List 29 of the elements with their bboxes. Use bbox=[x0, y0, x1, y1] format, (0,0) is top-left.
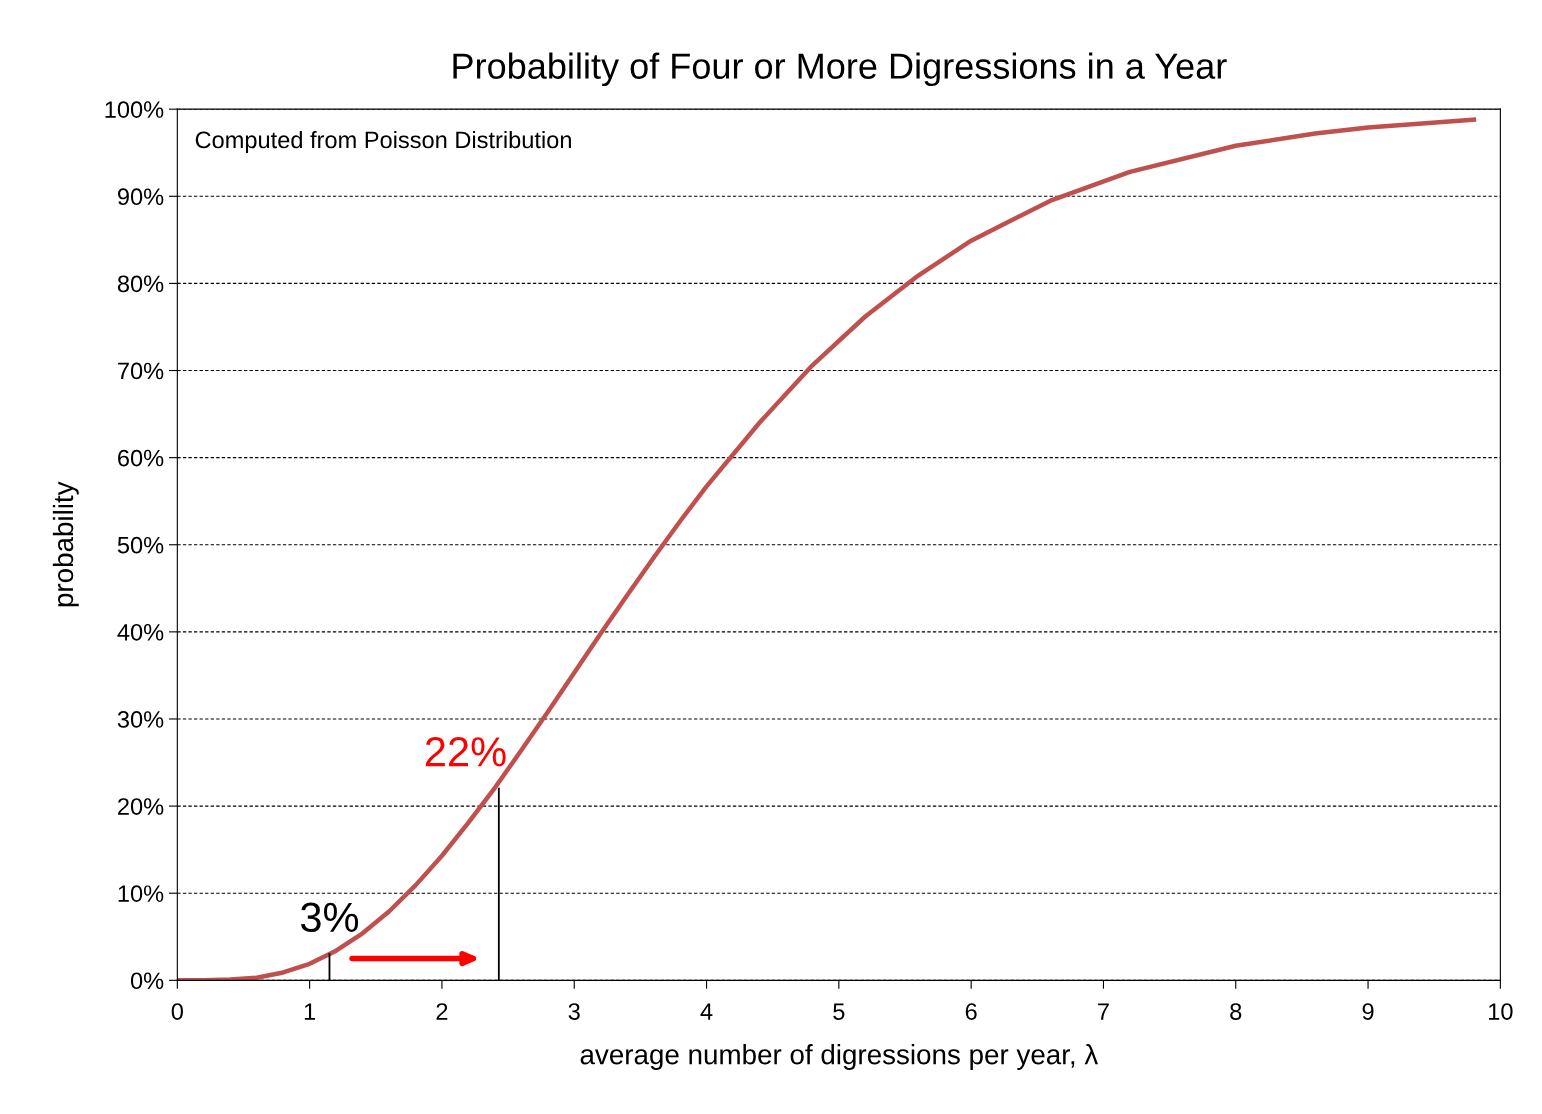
y-tick-label: 100% bbox=[105, 101, 164, 118]
x-tick-label: 1 bbox=[304, 1003, 316, 1020]
line-series bbox=[177, 117, 1477, 981]
x-tick-label: 3 bbox=[568, 1003, 580, 1020]
y-tick-label: 20% bbox=[118, 798, 164, 815]
y-tick-label: 10% bbox=[118, 885, 164, 902]
y-tick-label: 90% bbox=[117, 188, 164, 206]
x-tick-label: 0 bbox=[171, 1003, 183, 1020]
x-tick-label: 6 bbox=[965, 1003, 977, 1020]
x-tick-label: 8 bbox=[1230, 1003, 1242, 1020]
x-tick-label: 2 bbox=[436, 1003, 448, 1020]
annotation: 3% bbox=[300, 902, 359, 933]
x-axis-title: average number of digressions per year, λ bbox=[580, 1044, 1099, 1070]
annotation: Computed from Poisson Distribution bbox=[195, 130, 571, 153]
x-tick-label: 5 bbox=[833, 1003, 845, 1020]
y-tick-label: 0% bbox=[130, 972, 164, 990]
chart-title: Probability of Four or More Digressions in a Year bbox=[453, 52, 1227, 87]
y-axis-title: probability bbox=[52, 481, 79, 607]
y-tick-label: 60% bbox=[118, 449, 164, 467]
y-tick-label: 80% bbox=[117, 275, 164, 293]
y-tick-label: 40% bbox=[117, 623, 164, 641]
x-tick-label: 7 bbox=[1098, 1003, 1109, 1020]
x-tick-label: 9 bbox=[1362, 1003, 1374, 1020]
annotation: 22% bbox=[425, 737, 506, 767]
y-tick-label: 30% bbox=[117, 711, 164, 728]
x-tick-label: 10 bbox=[1489, 1003, 1513, 1020]
y-tick-label: 50% bbox=[117, 536, 164, 554]
x-tick-label: 4 bbox=[700, 1003, 713, 1020]
y-tick-label: 70% bbox=[118, 362, 164, 380]
